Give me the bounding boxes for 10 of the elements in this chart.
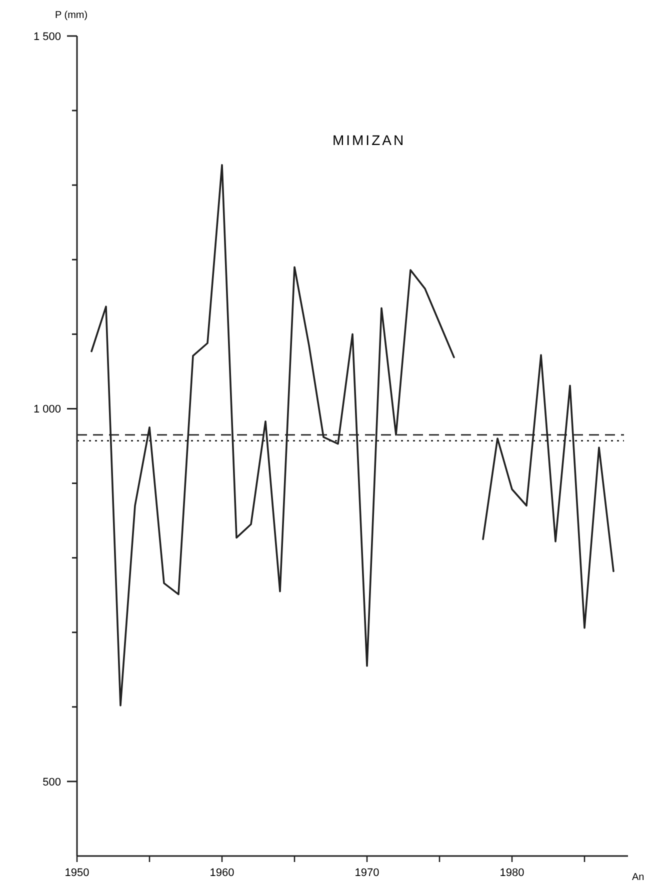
x-tick-label: 1950 bbox=[64, 867, 90, 879]
x-tick-label: 1960 bbox=[210, 867, 234, 879]
y-tick-label: 500 bbox=[42, 776, 61, 788]
y-axis-title: P (mm) bbox=[55, 10, 88, 21]
text: MIMIZAN bbox=[332, 132, 406, 148]
x-axis-title: An bbox=[632, 872, 644, 883]
x-tick-label: 1970 bbox=[354, 867, 380, 879]
x-tick-label: 1980 bbox=[500, 867, 524, 879]
y-tick-label: 1 000 bbox=[33, 404, 61, 416]
y-tick-label: 1 500 bbox=[33, 30, 61, 43]
